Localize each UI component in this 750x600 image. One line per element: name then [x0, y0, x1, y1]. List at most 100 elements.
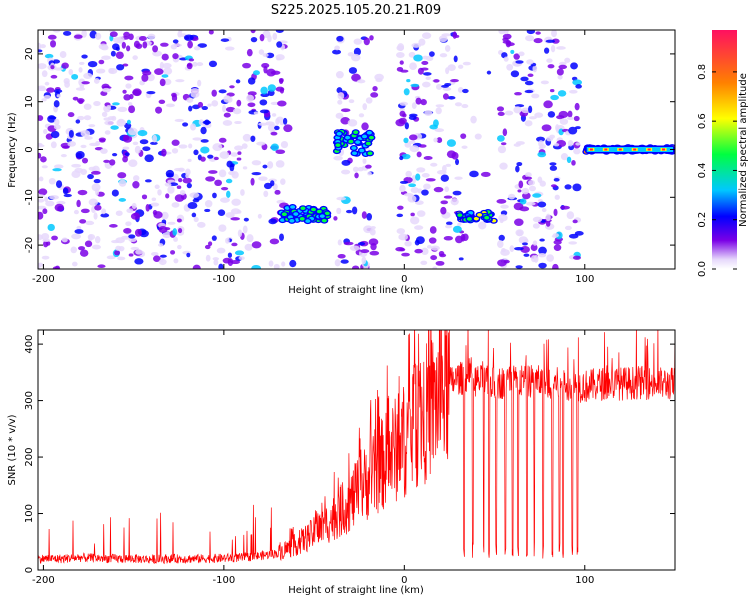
noise-cell — [498, 30, 506, 35]
noise-cell — [454, 34, 460, 38]
noise-cell — [147, 33, 156, 40]
noise-cell — [539, 238, 545, 242]
noise-cell — [98, 43, 108, 50]
noise-cell — [445, 163, 452, 167]
noise-cell — [41, 70, 48, 78]
noise-cell — [399, 101, 408, 106]
noise-cell — [281, 261, 286, 267]
noise-cell — [547, 111, 556, 118]
colorbar-gradient — [712, 30, 737, 269]
noise-cell — [369, 35, 374, 41]
noise-cell — [415, 173, 421, 181]
noise-cell — [532, 223, 540, 229]
noise-cell — [54, 265, 61, 269]
signal-cell — [355, 140, 361, 144]
noise-cell — [107, 116, 115, 121]
noise-cell — [70, 246, 78, 254]
noise-cell — [150, 141, 158, 145]
noise-cell — [217, 209, 226, 216]
noise-cell — [53, 89, 63, 94]
noise-cell — [50, 130, 60, 139]
noise-cell — [81, 30, 87, 38]
spectrogram-x-tick-label: 0 — [401, 274, 407, 285]
noise-cell — [356, 79, 366, 84]
noise-cell — [172, 39, 179, 44]
noise-cell — [525, 201, 536, 206]
signal-cell — [353, 130, 359, 135]
signal-cell — [359, 148, 365, 153]
noise-cell — [353, 38, 362, 45]
noise-cell — [267, 34, 272, 43]
signal-cell — [351, 146, 357, 150]
noise-cell — [462, 88, 469, 94]
noise-cell — [91, 244, 101, 250]
noise-cell — [538, 246, 547, 255]
snr-y-tick-label: 400 — [24, 335, 35, 354]
noise-cell — [166, 173, 174, 178]
noise-cell — [182, 122, 189, 127]
snr-x-label: Height of straight line (km) — [288, 585, 424, 596]
noise-cell — [128, 105, 136, 114]
noise-cell — [262, 164, 268, 169]
noise-cell — [207, 154, 214, 159]
noise-cell — [250, 37, 258, 43]
noise-cell — [405, 170, 412, 178]
noise-cell — [275, 149, 286, 154]
noise-cell — [368, 238, 379, 246]
noise-cell — [237, 229, 243, 238]
noise-cell — [130, 246, 140, 251]
noise-cell — [367, 171, 372, 176]
noise-cell — [274, 125, 280, 131]
noise-cell — [76, 225, 82, 230]
noise-cell — [516, 162, 523, 167]
noise-cell — [361, 211, 367, 219]
noise-cell — [521, 107, 531, 114]
noise-cell — [422, 81, 431, 88]
noise-cell — [88, 166, 96, 171]
snr-x-tick-label: -100 — [213, 575, 236, 586]
noise-cell — [513, 106, 522, 114]
noise-cell — [557, 74, 563, 80]
noise-cell — [171, 202, 180, 208]
noise-cell — [564, 57, 571, 63]
noise-cell — [241, 143, 248, 149]
noise-cell — [555, 124, 560, 132]
noise-cell — [525, 172, 532, 178]
noise-cell — [410, 212, 415, 217]
noise-cell — [451, 152, 459, 160]
noise-cell — [112, 37, 122, 44]
noise-cell — [420, 260, 428, 265]
noise-cell — [38, 42, 42, 51]
noise-cell — [93, 179, 101, 184]
noise-cell — [336, 196, 347, 201]
noise-cell — [202, 120, 212, 125]
noise-cell — [59, 50, 67, 59]
noise-cell — [553, 239, 562, 245]
noise-cell — [404, 142, 412, 148]
noise-cell — [54, 203, 65, 212]
spectrogram-x-tick-label: 100 — [575, 274, 594, 285]
noise-cell — [192, 264, 201, 269]
noise-cell — [564, 225, 572, 231]
noise-cell — [574, 231, 584, 236]
noise-cell — [134, 145, 141, 154]
signal-cell — [293, 212, 299, 216]
noise-cell — [575, 142, 581, 146]
noise-cell — [521, 187, 530, 195]
noise-cell — [520, 76, 529, 82]
noise-cell — [142, 70, 152, 76]
noise-cell — [50, 65, 55, 70]
signal-cell — [351, 151, 357, 156]
noise-cell — [443, 236, 453, 241]
noise-cell — [116, 119, 126, 127]
noise-cell — [496, 199, 507, 204]
noise-cell — [125, 83, 132, 89]
noise-cell — [275, 118, 280, 125]
noise-cell — [242, 62, 251, 69]
noise-cell — [486, 70, 492, 75]
noise-cell — [101, 111, 108, 118]
noise-cell — [358, 113, 365, 118]
noise-cell — [175, 79, 185, 83]
noise-cell — [421, 189, 429, 196]
noise-cell — [409, 62, 417, 71]
